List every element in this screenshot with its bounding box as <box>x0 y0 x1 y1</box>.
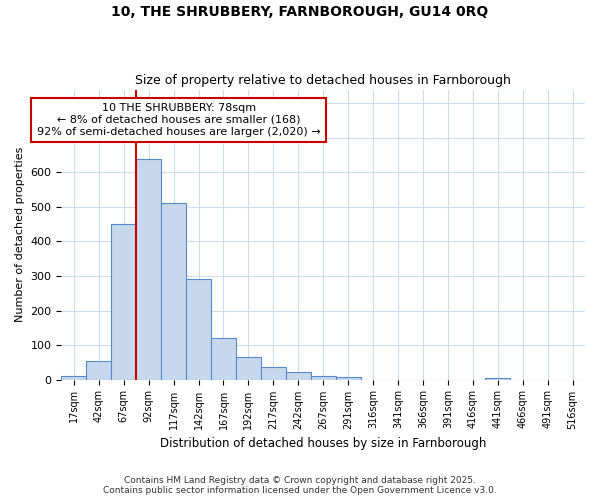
Bar <box>236 357 261 380</box>
Bar <box>335 378 361 380</box>
Bar <box>186 280 211 380</box>
Bar <box>485 378 510 380</box>
Y-axis label: Number of detached properties: Number of detached properties <box>15 147 25 322</box>
Text: 10, THE SHRUBBERY, FARNBOROUGH, GU14 0RQ: 10, THE SHRUBBERY, FARNBOROUGH, GU14 0RQ <box>112 5 488 19</box>
Bar <box>136 158 161 380</box>
X-axis label: Distribution of detached houses by size in Farnborough: Distribution of detached houses by size … <box>160 437 487 450</box>
Bar <box>211 338 236 380</box>
Bar <box>161 204 186 380</box>
Text: Contains HM Land Registry data © Crown copyright and database right 2025.
Contai: Contains HM Land Registry data © Crown c… <box>103 476 497 495</box>
Bar <box>286 372 311 380</box>
Text: 10 THE SHRUBBERY: 78sqm
← 8% of detached houses are smaller (168)
92% of semi-de: 10 THE SHRUBBERY: 78sqm ← 8% of detached… <box>37 104 320 136</box>
Bar <box>61 376 86 380</box>
Bar <box>311 376 335 380</box>
Bar <box>86 360 111 380</box>
Title: Size of property relative to detached houses in Farnborough: Size of property relative to detached ho… <box>135 74 511 87</box>
Bar <box>261 368 286 380</box>
Bar <box>111 224 136 380</box>
